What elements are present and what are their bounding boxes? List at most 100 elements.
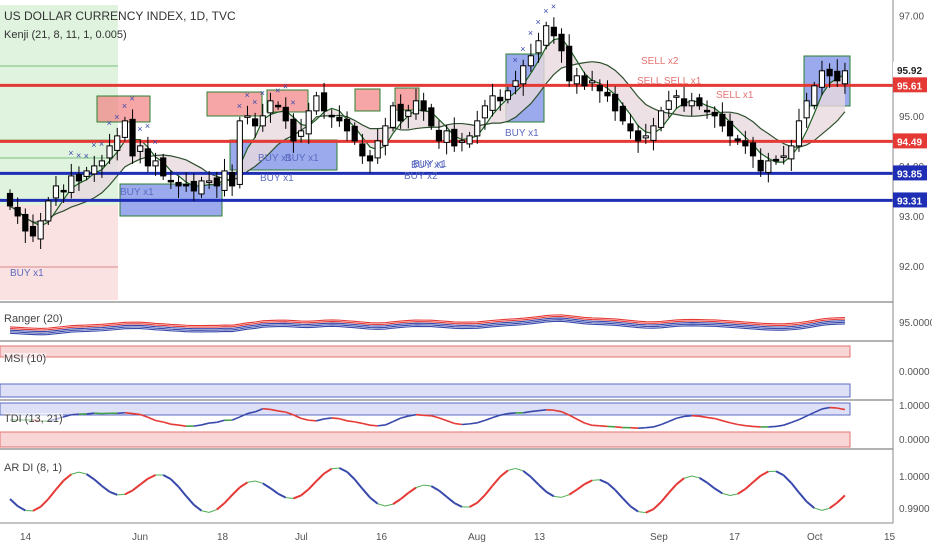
ardi-segment <box>62 473 72 482</box>
ranger-line <box>9 320 845 336</box>
price-level-label: 93.85 <box>897 169 922 180</box>
x-tick-label: Oct <box>807 532 823 543</box>
ardi-segment <box>109 490 118 496</box>
ardi-segment <box>706 481 716 490</box>
candle <box>382 125 389 146</box>
candle <box>619 105 626 122</box>
signal-x-mark: × <box>153 137 158 147</box>
candle <box>420 100 427 112</box>
tdi-segment <box>132 412 141 416</box>
tdi-segment <box>239 412 248 418</box>
ardi-segment <box>438 489 448 498</box>
tdi-segment <box>262 407 271 411</box>
ardi-segment <box>385 503 394 507</box>
candle <box>841 70 849 85</box>
candle <box>229 171 236 187</box>
ardi-segment <box>277 492 287 499</box>
ardi-segment <box>185 495 195 506</box>
signal-x-mark: × <box>260 88 265 98</box>
candle <box>374 140 381 159</box>
ardi-segment <box>201 510 210 513</box>
tdi-segment <box>124 411 133 415</box>
candle <box>190 180 197 192</box>
candle <box>435 129 443 142</box>
signal-x-mark: × <box>130 93 135 103</box>
candle <box>474 120 481 137</box>
candle <box>749 142 757 157</box>
candle <box>60 189 67 193</box>
tdi-segment <box>277 410 286 413</box>
tdi-segment <box>791 418 800 424</box>
ardi-segment <box>515 467 524 472</box>
ardi-segment <box>254 480 263 484</box>
ardi-segment <box>805 500 815 509</box>
indicator-label: Kenji (21, 8, 11, 1, 0.005) <box>4 29 127 41</box>
ardi-segment <box>599 478 608 485</box>
candle <box>267 100 274 114</box>
tdi-segment <box>178 424 187 427</box>
ardi-segment <box>782 474 793 484</box>
candle <box>834 70 841 82</box>
tdi-segment <box>285 411 294 416</box>
signal-x-mark: × <box>114 112 119 122</box>
ardi-segment <box>522 470 532 478</box>
ardi-segment <box>71 471 80 475</box>
candle <box>742 140 749 147</box>
candle <box>366 155 374 162</box>
candle <box>550 26 557 37</box>
candle <box>336 116 343 122</box>
candle <box>650 125 657 141</box>
tdi-segment <box>293 414 302 420</box>
signal-x-mark: × <box>107 118 112 128</box>
signal-x-mark: × <box>543 6 548 16</box>
ardi-segment <box>714 487 723 495</box>
ardi-segment <box>445 496 455 504</box>
candle <box>680 98 688 107</box>
candle <box>504 90 511 100</box>
tdi-segment <box>500 412 509 416</box>
candle <box>91 165 98 175</box>
ardi-segment <box>262 482 271 490</box>
candle <box>167 179 174 183</box>
candle <box>772 158 780 162</box>
tdi-segment <box>722 419 731 424</box>
chart-title: US DOLLAR CURRENCY INDEX, 1D, TVC <box>4 9 236 23</box>
candle <box>811 85 818 106</box>
tdi-segment <box>745 424 754 428</box>
ardi-segment <box>606 482 616 491</box>
bg-main <box>118 5 860 300</box>
ardi-segment <box>507 467 516 471</box>
ardi-segment <box>147 474 156 480</box>
tdi-segment <box>469 422 478 425</box>
ardi-segment <box>691 475 700 479</box>
tdi-segment <box>699 415 708 419</box>
tdi-segment <box>829 406 838 409</box>
candle <box>658 110 665 128</box>
tdi-segment <box>538 408 547 412</box>
tdi-segment <box>683 414 692 418</box>
candle <box>297 130 305 137</box>
tdi-segment <box>331 417 340 420</box>
ranger-line <box>9 319 845 334</box>
ardi-segment <box>652 501 662 510</box>
candle <box>213 177 220 187</box>
tdi-segment <box>254 407 264 413</box>
candle <box>121 120 129 138</box>
tdi-segment <box>484 416 493 422</box>
signal-x-mark: × <box>244 90 249 100</box>
tdi-segment <box>492 414 501 419</box>
tdi-segment <box>798 415 807 421</box>
candle <box>543 25 550 46</box>
candle <box>236 120 243 185</box>
tdi-segment <box>668 417 677 423</box>
tdi-segment <box>446 419 455 425</box>
ranger-tick: 95.0000 <box>899 318 932 329</box>
candle <box>627 123 634 132</box>
ardi-segment <box>9 498 19 507</box>
candle <box>290 118 297 142</box>
x-tick-label: Sep <box>650 532 668 543</box>
ardi-segment <box>836 494 846 504</box>
ardi-segment <box>415 484 424 489</box>
ardi-segment <box>93 478 103 487</box>
